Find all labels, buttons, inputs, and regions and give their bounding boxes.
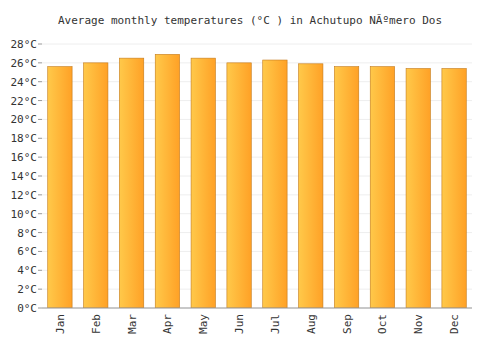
bar xyxy=(155,54,179,308)
x-tick-label: Oct xyxy=(376,314,389,334)
y-tick xyxy=(38,213,42,214)
bar xyxy=(406,69,430,308)
y-tick-label: 10°C xyxy=(11,208,38,221)
bar xyxy=(263,60,287,308)
y-tick-label: 24°C xyxy=(11,76,38,89)
y-tick xyxy=(38,176,42,177)
chart-container: Average monthly temperatures (°C ) in Ac… xyxy=(0,0,500,350)
bar xyxy=(48,67,72,308)
y-tick xyxy=(38,308,42,309)
y-tick xyxy=(38,289,42,290)
y-tick xyxy=(38,157,42,158)
y-tick-label: 6°C xyxy=(17,245,37,258)
y-tick-label: 4°C xyxy=(17,264,37,277)
x-tick-label: May xyxy=(197,314,210,334)
title: Average monthly temperatures (°C ) in Ac… xyxy=(58,14,442,27)
bars xyxy=(48,54,467,308)
x-tick-label: Aug xyxy=(305,314,318,334)
x-tick-label: Feb xyxy=(90,314,103,334)
bar xyxy=(442,69,466,308)
bar xyxy=(119,58,143,308)
x-tick-label: Jan xyxy=(54,314,67,334)
x-tick-label: Sep xyxy=(341,314,354,334)
x-tick-label: Nov xyxy=(412,314,425,334)
y-tick-label: 20°C xyxy=(11,113,38,126)
grid-line xyxy=(42,44,472,45)
bar xyxy=(84,63,108,308)
y-tick-label: 16°C xyxy=(11,151,38,164)
y-tick xyxy=(38,100,42,101)
bar xyxy=(299,64,323,308)
y-tick-label: 26°C xyxy=(11,57,38,70)
x-tick-label: Mar xyxy=(126,314,139,334)
bar xyxy=(370,67,394,308)
y-tick-label: 28°C xyxy=(11,38,38,51)
y-tick xyxy=(38,194,42,195)
y-tick xyxy=(38,270,42,271)
y-tick-label: 18°C xyxy=(11,132,38,145)
bar xyxy=(334,67,358,308)
x-tick-label: Jul xyxy=(269,314,282,334)
y-tick xyxy=(38,138,42,139)
bar xyxy=(191,58,215,308)
y-tick xyxy=(38,119,42,120)
y-tick xyxy=(38,232,42,233)
x-tick-label: Dec xyxy=(448,314,461,334)
chart-svg: Average monthly temperatures (°C ) in Ac… xyxy=(0,0,500,350)
y-tick-label: 0°C xyxy=(17,302,37,315)
x-axis xyxy=(42,308,472,309)
y-tick-label: 22°C xyxy=(11,95,38,108)
y-tick xyxy=(38,251,42,252)
y-tick xyxy=(38,81,42,82)
y-tick-label: 14°C xyxy=(11,170,38,183)
y-tick-label: 2°C xyxy=(17,283,37,296)
y-tick-label: 8°C xyxy=(17,227,37,240)
bar xyxy=(227,63,251,308)
y-tick xyxy=(38,44,42,45)
x-tick-label: Apr xyxy=(161,314,174,334)
grid-line xyxy=(42,308,472,309)
x-tick-label: Jun xyxy=(233,314,246,334)
y-tick xyxy=(38,62,42,63)
y-tick-label: 12°C xyxy=(11,189,38,202)
